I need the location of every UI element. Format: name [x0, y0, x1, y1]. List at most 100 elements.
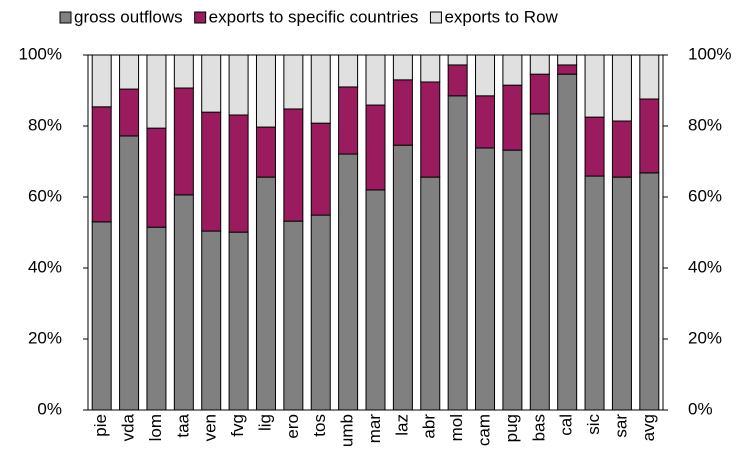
- bar-segment: [201, 230, 222, 411]
- y2-tick-label: 40%: [688, 257, 722, 276]
- x-tick-label: lom: [146, 414, 165, 441]
- bar-segment: [201, 111, 222, 232]
- bar-segment: [639, 54, 660, 100]
- bar-segment: [228, 114, 249, 233]
- bar-segment: [119, 54, 140, 90]
- y-tick-label: 0%: [37, 399, 62, 418]
- x-tick-label: pug: [502, 414, 521, 442]
- bar-segment: [338, 153, 359, 411]
- x-tick-label: bas: [529, 414, 548, 441]
- y-tick-label: 80%: [28, 115, 62, 134]
- bar-segment: [529, 54, 550, 75]
- bar-segment: [310, 54, 331, 124]
- x-tick-label: lig: [255, 414, 274, 431]
- x-tick-label: mol: [447, 414, 466, 441]
- x-tick-label: laz: [392, 414, 411, 436]
- x-tick-label: sar: [611, 414, 630, 438]
- bar-segment: [611, 176, 632, 411]
- bar-segment: [557, 73, 578, 411]
- x-tick-label: avg: [639, 414, 658, 441]
- bar-segment: [338, 54, 359, 88]
- bar-segment: [283, 54, 304, 110]
- x-tick-label: vda: [119, 413, 138, 441]
- bar-segment: [557, 64, 578, 75]
- bar-segment: [475, 95, 496, 149]
- bar-segment: [255, 54, 276, 128]
- y-tick-label: 40%: [28, 257, 62, 276]
- x-tick-label: ven: [201, 414, 220, 441]
- bar-segment: [475, 147, 496, 411]
- x-tick-label: mar: [365, 414, 384, 444]
- legend-label: gross outflows: [74, 7, 183, 26]
- bar-segment: [173, 54, 194, 89]
- bar-segment: [584, 54, 605, 118]
- y-tick-label: 100%: [19, 44, 62, 63]
- bar-segment: [228, 54, 249, 116]
- bar-segment: [310, 214, 331, 411]
- y-tick-label: 20%: [28, 328, 62, 347]
- x-tick-label: cam: [475, 414, 494, 446]
- bar-segment: [420, 54, 441, 83]
- bar-segment: [338, 86, 359, 155]
- bar-segment: [173, 194, 194, 411]
- legend-label: exports to Row: [444, 7, 558, 26]
- bar-segment: [475, 54, 496, 97]
- x-tick-label: ero: [283, 414, 302, 439]
- bar-segment: [611, 120, 632, 178]
- bar-segment: [447, 54, 468, 66]
- y2-tick-label: 0%: [688, 399, 713, 418]
- bar-segment: [447, 95, 468, 411]
- x-tick-label: fvg: [228, 414, 247, 437]
- bar-segment: [584, 116, 605, 177]
- bar-segment: [420, 176, 441, 411]
- bar-segment: [146, 226, 167, 411]
- legend-swatch: [194, 11, 207, 24]
- bar-segment: [639, 172, 660, 411]
- bar-segment: [392, 54, 413, 81]
- bar-segment: [447, 64, 468, 97]
- x-tick-label: pie: [91, 414, 110, 437]
- bar-segment: [502, 84, 523, 151]
- x-tick-label: taa: [173, 413, 192, 437]
- x-tick-label: cal: [557, 414, 576, 436]
- bar-segment: [91, 221, 112, 411]
- legend-swatch: [59, 11, 72, 24]
- x-tick-label: abr: [420, 414, 439, 439]
- bar-segment: [91, 54, 112, 108]
- bar-segment: [557, 54, 578, 66]
- bar-segment: [283, 220, 304, 411]
- y-tick-label: 60%: [28, 186, 62, 205]
- bar-segment: [420, 81, 441, 178]
- bar-segment: [310, 122, 331, 216]
- bar-segment: [502, 54, 523, 86]
- y2-tick-label: 20%: [688, 328, 722, 347]
- bar-segment: [502, 149, 523, 411]
- bar-segment: [283, 108, 304, 222]
- bar-segment: [255, 126, 276, 178]
- x-tick-label: tos: [310, 414, 329, 437]
- bar-segment: [529, 73, 550, 115]
- bar-segment: [611, 54, 632, 122]
- bar-segment: [146, 127, 167, 228]
- bar-segment: [392, 144, 413, 411]
- bar-segment: [146, 54, 167, 129]
- bar-segment: [365, 54, 386, 106]
- x-tick-label: sic: [584, 414, 603, 435]
- bar-segment: [365, 189, 386, 411]
- bar-segment: [119, 88, 140, 137]
- y2-tick-label: 100%: [688, 44, 731, 63]
- bar-segment: [365, 104, 386, 191]
- y2-tick-label: 80%: [688, 115, 722, 134]
- legend-swatch: [429, 11, 442, 24]
- bar-segment: [228, 231, 249, 411]
- y2-tick-label: 60%: [688, 186, 722, 205]
- x-tick-label: umb: [338, 414, 357, 447]
- bar-segment: [91, 106, 112, 223]
- bar-segment: [584, 175, 605, 411]
- bar-segment: [173, 87, 194, 196]
- bar-segment: [529, 113, 550, 411]
- bar-segment: [639, 98, 660, 174]
- bar-segment: [392, 79, 413, 146]
- bar-segment: [255, 176, 276, 411]
